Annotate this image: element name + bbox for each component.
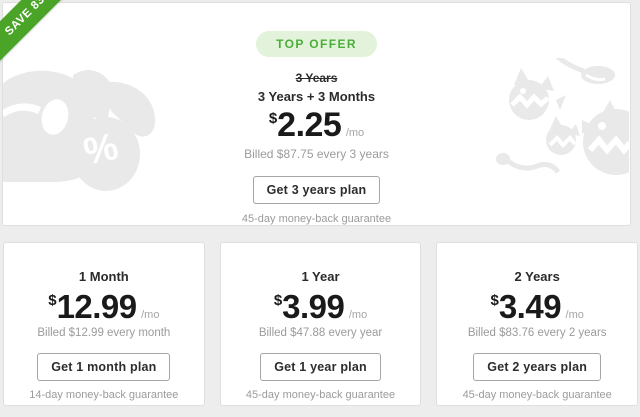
get-2-years-plan-button[interactable]: Get 2 years plan [473,353,602,381]
top-offer-card: % [2,2,631,226]
get-3-years-plan-button[interactable]: Get 3 years plan [252,176,381,204]
money-back-guarantee: 45-day money-back guarantee [241,213,392,225]
price-amount: 3.49 [498,288,562,325]
plan-card-2-years: 2 Years $3.49 /mo Billed $83.76 every 2 … [436,242,639,406]
plan-card-1-year: 1 Year $3.99 /mo Billed $47.88 every yea… [219,242,422,406]
price-period: /mo [141,309,160,321]
get-1-year-plan-button[interactable]: Get 1 year plan [260,353,381,381]
plan-name: 3 Years + 3 Months [257,89,376,104]
billing-info: Billed $47.88 every year [258,327,383,339]
price: $3.99 /mo [221,290,421,323]
price-amount: 12.99 [56,288,138,325]
price-period: /mo [345,127,365,139]
money-back-guarantee: 14-day money-back guarantee [29,389,179,401]
price: $3.49 /mo [437,290,637,323]
price-period: /mo [348,309,368,321]
billing-info: Billed $83.76 every 2 years [467,327,607,339]
money-back-guarantee: 45-day money-back guarantee [462,389,612,401]
currency-symbol: $ [490,292,499,309]
top-offer-badge: TOP OFFER [256,31,377,57]
plan-name: 1 Year [301,269,340,284]
currency-symbol: $ [268,110,278,127]
plan-card-1-month: 1 Month $12.99 /mo Billed $12.99 every m… [3,242,205,406]
plans-row: 1 Month $12.99 /mo Billed $12.99 every m… [3,242,639,406]
currency-symbol: $ [48,292,57,309]
price: $12.99 /mo [4,290,204,323]
price-amount: 2.25 [277,106,342,144]
plan-name: 2 Years [514,269,560,284]
price-period: /mo [565,309,584,321]
money-back-guarantee: 45-day money-back guarantee [245,389,396,401]
currency-symbol: $ [273,292,283,309]
price: $2.25 /mo [3,108,630,142]
billing-info: Billed $87.75 every 3 years [244,147,389,161]
get-1-month-plan-button[interactable]: Get 1 month plan [37,353,171,381]
previous-plan-name: 3 Years [295,71,338,85]
plan-name: 1 Month [78,269,129,284]
price-amount: 3.99 [282,288,345,325]
billing-info: Billed $12.99 every month [37,327,171,339]
